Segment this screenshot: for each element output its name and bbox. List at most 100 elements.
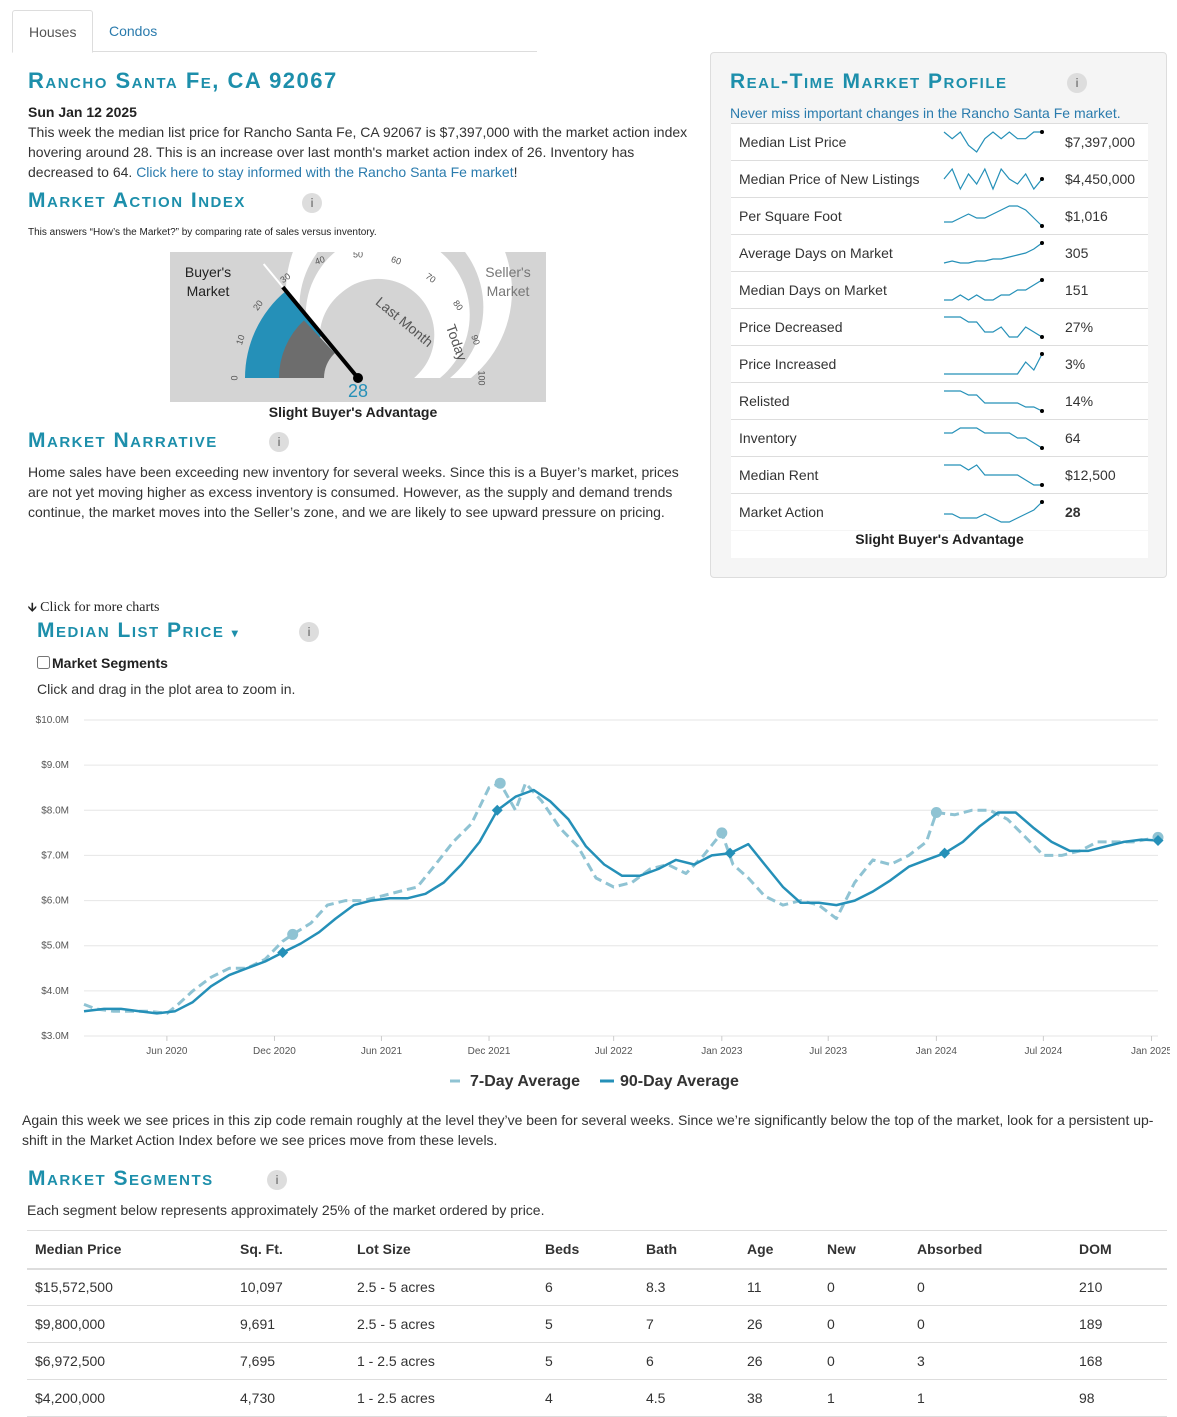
series-90-day-marker[interactable] <box>491 804 503 816</box>
stay-informed-link[interactable]: Click here to stay informed with the Ran… <box>136 164 514 180</box>
gauge-graphics: 0 10 20 30 40 50 60 70 80 90 100 <box>229 252 512 386</box>
market-summary: This week the median list price for Ranc… <box>28 122 688 182</box>
series-7-day-line <box>83 781 1159 1015</box>
profile-info-icon[interactable]: i <box>1067 73 1087 93</box>
report-date: Sun Jan 12 2025 <box>28 104 137 120</box>
profile-row[interactable]: Market Action 28 <box>731 493 1148 530</box>
profile-row-label: Market Action <box>739 504 824 520</box>
profile-row[interactable]: Price Increased 3% <box>731 345 1148 382</box>
profile-row-label: Price Increased <box>739 356 837 372</box>
chart-legend: 7-Day Average 90-Day Average <box>450 1073 739 1090</box>
series-90-day-marker[interactable] <box>1152 835 1164 847</box>
profile-row-value: 3% <box>1065 356 1086 372</box>
table-row: $4,200,000 4,730 1 - 2.5 acres 4 4.5 38 1 1 98 <box>27 1379 1167 1417</box>
profile-row-value: $12,500 <box>1065 467 1116 483</box>
profile-footer: Slight Buyer's Advantage <box>731 531 1148 558</box>
sparkline-line <box>944 390 1043 412</box>
summary-link-suffix: ! <box>513 164 518 180</box>
sparkline-end-dot <box>1040 130 1044 134</box>
sparkline <box>944 464 1044 487</box>
gauge-tick-label: 10 <box>234 333 247 346</box>
gauge-remaining-band <box>285 252 512 378</box>
narrative-heading-text: Market Narrative <box>28 429 218 452</box>
profile-row[interactable]: Median List Price $7,397,000 <box>731 123 1148 160</box>
profile-row[interactable]: Price Decreased 27% <box>731 308 1148 345</box>
table-cell: 0 <box>819 1268 909 1306</box>
sparkline <box>944 427 1044 450</box>
legend-7-day-label[interactable]: 7-Day Average <box>470 1073 580 1090</box>
sparkline-line <box>944 205 1043 227</box>
series-7-day-marker[interactable] <box>494 777 506 789</box>
table-cell: 5 <box>537 1305 638 1343</box>
profile-row[interactable]: Median Price of New Listings $4,450,000 <box>731 160 1148 197</box>
narrative-text: Home sales have been exceeding new inven… <box>28 464 679 520</box>
mai-info-icon[interactable]: i <box>302 193 322 213</box>
series-7-day-marker[interactable] <box>930 807 942 819</box>
segments-column-header: New <box>819 1230 909 1270</box>
table-cell: 10,097 <box>232 1268 349 1306</box>
table-cell: 4,730 <box>232 1379 349 1417</box>
profile-row[interactable]: Average Days on Market 305 <box>731 234 1148 271</box>
market-segments-toggle[interactable]: Market Segments <box>37 655 168 671</box>
mai-gauge: 0 10 20 30 40 50 60 70 80 90 100 Buyer's Market Se… <box>170 252 546 402</box>
series-90-day-marker[interactable] <box>277 946 289 958</box>
profile-row-value: $1,016 <box>1065 208 1108 224</box>
profile-row-value: $4,450,000 <box>1065 171 1136 187</box>
narrative-heading: Market Narrative <box>28 429 218 453</box>
profile-row-label: Median Days on Market <box>739 282 887 298</box>
legend-90-day-label[interactable]: 90-Day Average <box>620 1073 739 1090</box>
table-cell: 5 <box>537 1342 638 1380</box>
profile-row-value: 27% <box>1065 319 1094 335</box>
sellers-label-line1: Seller's <box>485 264 530 280</box>
market-profile-panel: Real-Time Market Profile i Never miss im… <box>710 52 1167 578</box>
chart-info-icon[interactable]: i <box>299 622 319 642</box>
series-90-day-marker[interactable] <box>724 847 736 859</box>
profile-row-value: 14% <box>1065 393 1094 409</box>
profile-row[interactable]: Per Square Foot $1,016 <box>731 197 1148 234</box>
segments-column-header: Bath <box>638 1230 739 1270</box>
tab-houses[interactable]: Houses <box>12 10 94 53</box>
table-cell: 0 <box>819 1305 909 1343</box>
y-tick-label: $4.0M <box>41 986 69 997</box>
segments-heading: Market Segments <box>28 1167 214 1191</box>
sparkline <box>944 500 1044 523</box>
narrative-info-icon[interactable]: i <box>269 432 289 452</box>
segments-column-header: Lot Size <box>349 1230 537 1270</box>
profile-row-label: Price Decreased <box>739 319 843 335</box>
x-tick-label: Jun 2021 <box>361 1046 403 1057</box>
market-segments-checkbox[interactable] <box>37 656 50 669</box>
sparkline-end-dot <box>1040 177 1044 181</box>
tab-condos[interactable]: Condos <box>109 23 158 39</box>
table-cell: 26 <box>739 1305 819 1343</box>
profile-row[interactable]: Median Days on Market 151 <box>731 271 1148 308</box>
profile-row[interactable]: Inventory 64 <box>731 419 1148 456</box>
sparkline-line <box>944 279 1043 301</box>
sparkline-end-dot <box>1040 335 1044 339</box>
table-cell: 189 <box>1071 1305 1167 1343</box>
table-cell: 38 <box>739 1379 819 1417</box>
series-7-day-marker[interactable] <box>287 928 299 940</box>
median-list-price-chart[interactable]: $3.0M $4.0M $5.0M $6.0M $7.0M $8.0M $9.0M $10.0… <box>20 705 1170 1095</box>
table-cell: 1 - 2.5 acres <box>349 1342 537 1380</box>
x-tick-label: Jul 2022 <box>595 1046 633 1057</box>
more-charts-toggle[interactable]: 🡫 Click for more charts <box>28 598 159 619</box>
profile-row-label: Per Square Foot <box>739 208 842 224</box>
segments-info-icon[interactable]: i <box>267 1170 287 1190</box>
sparkline <box>944 352 1044 375</box>
profile-subtitle: Never miss important changes in the Ranc… <box>730 105 1121 121</box>
profile-row[interactable]: Relisted 14% <box>731 382 1148 419</box>
sparkline-line <box>943 131 1042 153</box>
table-cell: 6 <box>537 1268 638 1306</box>
profile-row-label: Median List Price <box>739 134 847 150</box>
table-cell: 2.5 - 5 acres <box>349 1305 537 1343</box>
profile-row[interactable]: Median Rent $12,500 <box>731 456 1148 493</box>
y-tick-label: $8.0M <box>41 805 69 816</box>
series-7-day-marker[interactable] <box>716 827 728 839</box>
chart-selector-dropdown[interactable]: Median List Price ▾ <box>37 619 239 643</box>
y-tick-label: $7.0M <box>41 850 69 861</box>
gauge-value: 28 <box>348 381 368 401</box>
segments-column-header: Absorbed <box>909 1230 1071 1270</box>
gauge-tick-label: 100 <box>477 370 487 385</box>
gauge-tick-label: 50 <box>353 252 363 259</box>
series-90-day-marker[interactable] <box>939 847 951 859</box>
